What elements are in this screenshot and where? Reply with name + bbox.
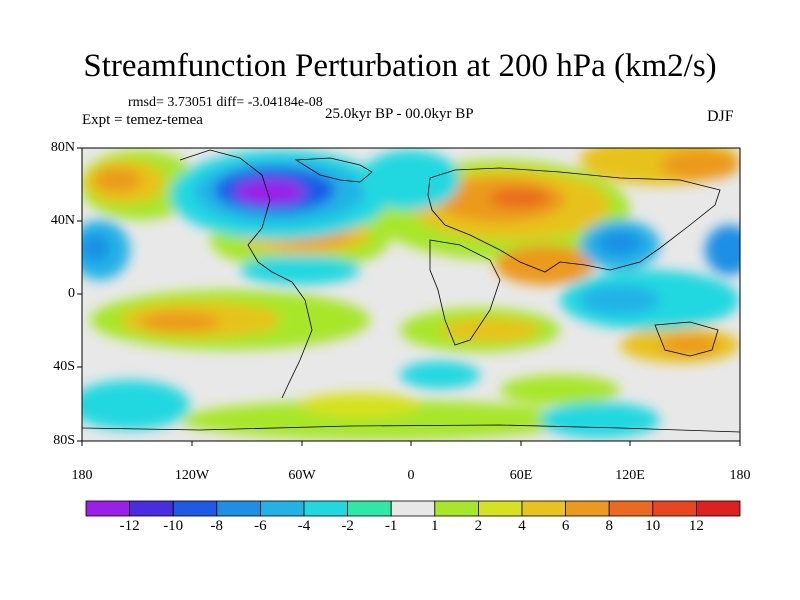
lat-label-80s: 80S [53,433,75,448]
legend-label: 12 [688,518,704,534]
lon-label-60w: 60W [288,468,316,483]
legend-swatch [259,500,305,517]
legend-swatch [565,500,610,517]
legend-swatch [696,500,741,517]
map-title: Streamfunction Perturbation at 200 hPa (… [83,48,717,84]
legend-swatch [347,500,392,517]
lon-label-180w: 180 [71,468,93,483]
legend-label: -1 [384,518,398,534]
legend-label: -2 [341,518,354,534]
lon-label-180e: 180 [729,468,751,483]
season-label: DJF [707,108,734,125]
lat-label-0: 0 [68,286,75,301]
contour-field [82,148,740,441]
lat-label-40s: 40S [53,359,75,374]
legend-label: 2 [474,518,483,534]
legend-swatch [608,500,654,517]
legend-bar [85,500,741,517]
lon-label-60e: 60E [509,468,533,483]
legend-label: -4 [297,518,311,534]
legend-label: 4 [518,518,526,534]
lat-label-40n: 40N [50,213,75,228]
lon-label-120w: 120W [174,468,210,483]
axis-ticks [77,147,741,446]
coastlines [81,149,741,433]
legend-swatch [390,500,436,517]
stats-text: rmsd= 3.73051 diff= -3.04184e-08 [128,95,323,110]
legend-label: -8 [210,518,224,534]
lon-label-120e: 120E [615,468,645,483]
period-label: 25.0kyr BP - 00.0kyr BP [325,106,474,122]
legend-swatch [129,500,174,517]
legend-swatch [652,500,697,517]
legend-swatch [521,500,566,517]
legend-swatch [172,500,218,517]
legend-swatch [477,500,523,517]
legend-label: 8 [605,518,613,534]
legend-label: 1 [431,518,439,534]
legend-swatch [434,500,479,517]
legend-label: -12 [119,518,140,534]
legend-label: 6 [561,518,570,534]
legend-swatch [216,500,261,517]
legend-label: -10 [163,518,184,534]
legend-label: -6 [254,518,267,534]
legend-swatch [303,500,348,517]
lon-label-0: 0 [407,468,415,483]
experiment-label: Expt = temez-temea [82,112,203,128]
legend-label: 10 [645,518,661,534]
lat-label-80n: 80N [50,140,75,155]
legend-swatch [85,500,130,517]
